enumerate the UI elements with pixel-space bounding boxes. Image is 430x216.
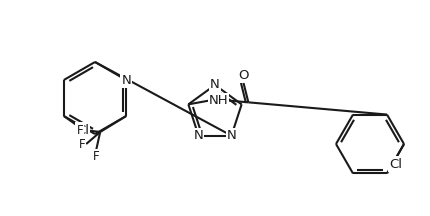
Text: F: F: [77, 124, 83, 137]
Text: N: N: [227, 129, 237, 142]
Text: N: N: [210, 78, 220, 92]
Text: Cl: Cl: [76, 124, 89, 137]
Text: N: N: [194, 129, 203, 142]
Text: F: F: [79, 138, 86, 151]
Text: NH: NH: [209, 94, 228, 107]
Text: O: O: [238, 69, 249, 82]
Text: F: F: [93, 149, 99, 162]
Text: N: N: [121, 73, 131, 86]
Text: Cl: Cl: [390, 157, 402, 170]
